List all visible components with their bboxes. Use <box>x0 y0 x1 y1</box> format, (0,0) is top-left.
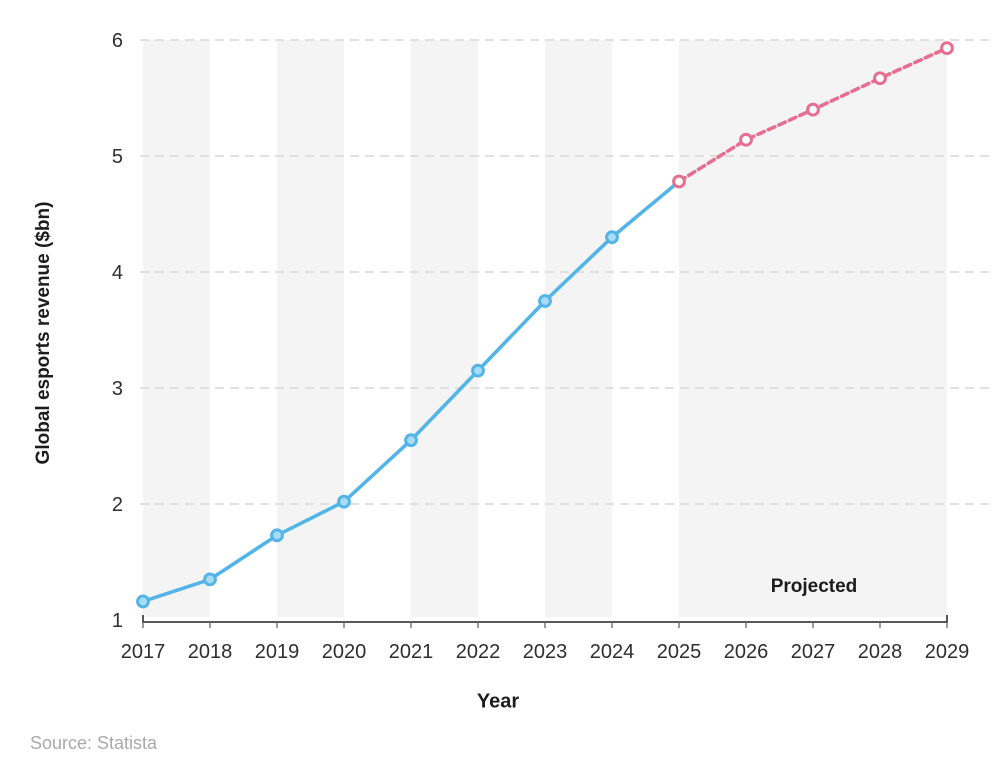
year-band-2019-2020 <box>277 40 344 617</box>
data-point-projected-2029 <box>940 41 954 56</box>
y-axis-title: Global esports revenue ($bn) <box>33 201 54 465</box>
x-tick-label-2020: 2020 <box>322 641 367 663</box>
y-tick-label-5: 5 <box>112 146 123 168</box>
x-tick-label-2028: 2028 <box>858 641 903 663</box>
x-tick-label-2022: 2022 <box>456 641 501 663</box>
x-tick-label-2029: 2029 <box>925 641 970 663</box>
x-tick-label-2026: 2026 <box>724 641 769 663</box>
data-point-projected-2028 <box>873 71 887 86</box>
data-point-actual-2019 <box>270 528 284 543</box>
x-tick-label-2019: 2019 <box>255 641 300 663</box>
y-tick-label-1: 1 <box>112 610 123 632</box>
x-tick-label-2023: 2023 <box>523 641 568 663</box>
y-tick-label-4: 4 <box>112 262 123 284</box>
y-tick-label-3: 3 <box>112 378 123 400</box>
x-tick-label-2017: 2017 <box>121 641 166 663</box>
data-point-actual-2023 <box>538 294 552 308</box>
y-tick-label-6: 6 <box>112 30 123 52</box>
year-band-2017-2018 <box>143 40 210 617</box>
data-point-actual-2022 <box>471 363 485 378</box>
y-tick-label-2: 2 <box>112 494 123 516</box>
source-note: Source: Statista <box>30 733 158 753</box>
x-tick-label-2024: 2024 <box>590 641 635 663</box>
data-point-actual-2020 <box>337 494 351 509</box>
x-tick-label-2025: 2025 <box>657 641 702 663</box>
data-point-actual-2021 <box>404 433 418 448</box>
data-point-projected-2026 <box>739 132 753 147</box>
data-point-projected-2025 <box>672 174 686 189</box>
x-tick-label-2021: 2021 <box>389 641 434 663</box>
data-point-projected-2027 <box>806 102 820 117</box>
data-point-actual-2024 <box>605 230 619 245</box>
data-point-actual-2017 <box>136 594 150 609</box>
projected-annotation: Projected <box>770 576 858 597</box>
x-tick-label-2018: 2018 <box>188 641 233 663</box>
year-band-2021-2022 <box>411 40 478 617</box>
x-tick-label-2027: 2027 <box>791 641 836 663</box>
x-axis-title: Year <box>476 690 520 713</box>
data-point-actual-2018 <box>203 572 217 587</box>
year-band-2025-2029 <box>679 40 947 617</box>
year-band-2023-2024 <box>545 40 612 617</box>
